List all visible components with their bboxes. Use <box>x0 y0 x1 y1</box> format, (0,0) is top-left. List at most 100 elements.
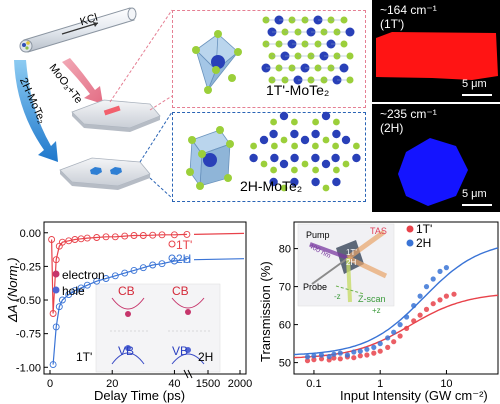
inset-zscan-label: Z-scan <box>358 294 386 304</box>
te-atom <box>291 166 298 174</box>
raman-map-1t: ~164 cm⁻¹ (1T') 5 μm <box>372 0 500 102</box>
x-tick-label: 0.1 <box>306 378 321 390</box>
tas-plot-frame <box>43 221 247 375</box>
te-atom <box>271 142 278 150</box>
mo-atom <box>311 153 320 163</box>
raman-map-2h: ~235 cm⁻¹ (2H) 5 μm <box>372 104 500 212</box>
mo-atom <box>269 129 278 139</box>
data-point <box>331 355 337 361</box>
inset-cb-2h: CB <box>172 284 189 298</box>
inset-phase-2h: 2H <box>198 350 214 364</box>
inset-cb-1t: CB <box>118 284 135 298</box>
data-point <box>77 284 85 292</box>
lattice-1t <box>261 15 355 85</box>
tas-ylabel: ΔA (Norm.) <box>5 257 20 322</box>
transmission-legend-2h: 2H <box>416 236 432 250</box>
data-point <box>344 352 350 358</box>
mo-atom <box>300 135 310 145</box>
raman-1t-scale-label: 5 μm <box>462 78 487 90</box>
data-point <box>331 351 337 357</box>
data-point <box>111 272 119 280</box>
te-atom <box>280 136 288 144</box>
inset-legend-hole: hole <box>62 284 85 298</box>
raman-2h-scale-bar <box>462 204 492 206</box>
data-point <box>318 356 325 362</box>
mo-atom <box>311 177 320 187</box>
x-tick-label: 2000 <box>228 378 252 390</box>
inset-legend-electron: electron <box>62 268 105 282</box>
crystal-structures <box>186 15 361 192</box>
phase-2h-label: 2H-MoTe₂ <box>240 178 303 194</box>
mo-atom <box>341 135 351 145</box>
data-point <box>371 344 377 350</box>
electron-dot <box>52 270 60 278</box>
legend-marker <box>168 240 176 248</box>
data-point <box>423 306 430 312</box>
data-point <box>443 265 449 271</box>
setup-inset <box>297 223 395 307</box>
data-point <box>391 339 397 345</box>
inset-minus-z: -z <box>334 292 341 301</box>
data-point <box>65 291 73 299</box>
tas-legend-1t: 1T' <box>176 238 193 252</box>
data-point <box>93 277 101 285</box>
data-point <box>121 269 129 277</box>
data-point <box>357 348 363 354</box>
te-atom <box>312 166 319 174</box>
data-point <box>58 238 66 246</box>
transmission-legend-markers <box>406 225 414 247</box>
data-point <box>404 314 410 320</box>
y-tick-label: -1.00 <box>16 362 41 374</box>
data-point <box>430 301 436 307</box>
tas-chart: 0.00 -0.25 -0.50 -0.75 -1.00 0 20 40 1500 2000 <box>16 221 252 390</box>
y-tick-label: 60 <box>279 320 291 332</box>
te-atom <box>333 118 340 126</box>
data-point <box>351 355 357 361</box>
raman-2h-scale-label: 5 μm <box>462 188 487 200</box>
data-point <box>311 353 317 359</box>
transmission-ticks: 50 60 70 80 0.1 1 10 <box>279 244 453 390</box>
tas-legend-2h: 2H <box>176 252 192 266</box>
tas-marks <box>48 230 245 369</box>
y-tick-label: -0.50 <box>16 295 41 307</box>
te-atom <box>291 118 298 126</box>
transmission-xlabel: Input Intensity (GW cm⁻²) <box>340 388 488 403</box>
data-point <box>102 275 110 282</box>
data-point <box>139 264 147 272</box>
te-atom <box>312 142 319 150</box>
phase-2h-box <box>172 112 366 202</box>
x-tick-label: 1500 <box>196 378 220 390</box>
data-point <box>83 281 91 289</box>
y-tick-label: 50 <box>279 358 291 370</box>
data-point <box>304 358 311 364</box>
data-point <box>311 357 317 363</box>
data-point <box>385 335 391 341</box>
transmission-marks <box>293 247 499 364</box>
te-atom <box>322 184 330 192</box>
data-point <box>391 329 397 335</box>
data-point <box>130 266 138 274</box>
inset-1t-label: 1T' <box>346 248 357 257</box>
raman-2h-phase: (2H) <box>380 121 404 135</box>
raman-1t-wavenumber: ~164 cm⁻¹ <box>380 3 437 17</box>
data-point <box>364 352 370 358</box>
mo-atom <box>270 153 279 163</box>
data-point <box>377 348 383 354</box>
data-point <box>411 318 417 324</box>
inset-vb-2h: VB <box>172 344 189 358</box>
tas-xlabel: Delay Time (ps) <box>94 388 186 403</box>
transmission-chart: 50 60 70 80 0.1 1 10 <box>279 221 499 390</box>
mo-atom <box>311 129 320 139</box>
mo-atom <box>290 153 299 163</box>
pink-process-arrow <box>62 58 103 104</box>
te-atom <box>346 52 354 60</box>
data-point <box>357 353 363 359</box>
data-point <box>411 303 417 309</box>
te-atom <box>353 142 360 150</box>
raman-1t-flake <box>376 32 498 80</box>
legend-marker <box>168 254 176 262</box>
te-atom <box>250 142 257 150</box>
data-point <box>385 344 391 350</box>
transmission-plot-frame <box>293 221 499 375</box>
